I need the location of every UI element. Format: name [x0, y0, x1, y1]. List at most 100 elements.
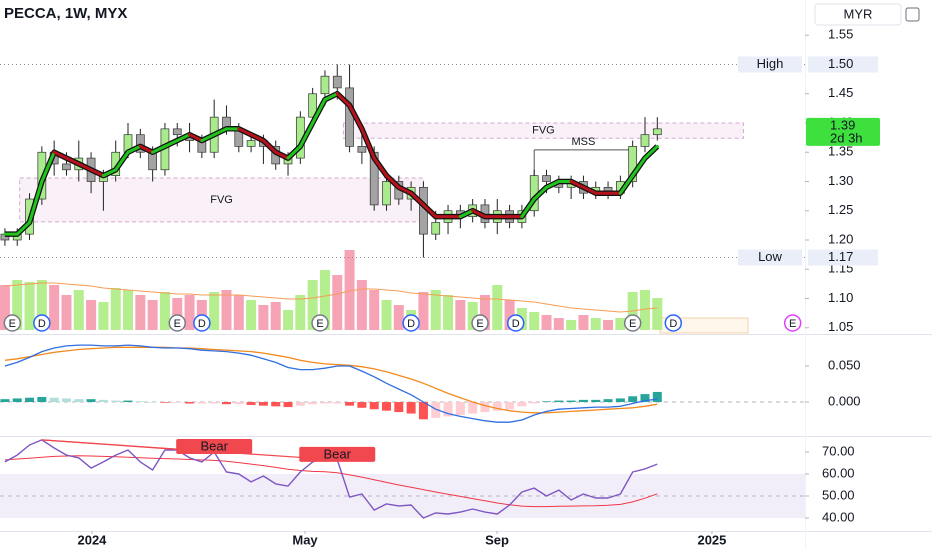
ma-segment: [77, 162, 93, 172]
histogram-bar: [332, 402, 342, 404]
divergence-tag: [299, 446, 376, 462]
volume-bar: [504, 300, 515, 330]
ma-segment: [569, 179, 585, 189]
y-tick-label: 50.00: [822, 487, 855, 502]
volume-bar: [135, 295, 146, 330]
volume-bar: [418, 292, 429, 330]
histogram-bar: [221, 402, 231, 405]
volume-bar: [221, 290, 232, 330]
histogram-bar: [246, 402, 256, 405]
volume-bar: [307, 280, 318, 330]
event-marker: [33, 314, 51, 332]
histogram-bar: [283, 402, 293, 408]
level-price-tag: [808, 249, 878, 266]
y-tick-label: 1.30: [828, 173, 853, 188]
histogram-bar: [369, 402, 379, 410]
volume-bar: [209, 292, 220, 330]
event-label: E: [476, 318, 483, 330]
ma-segment: [151, 144, 167, 154]
event-label: E: [316, 318, 323, 330]
histogram-bar: [295, 402, 305, 406]
histogram-bar: [0, 399, 10, 403]
y-tick-label: 60.00: [822, 465, 855, 480]
histogram-bar: [406, 402, 416, 414]
histogram-bar: [234, 402, 244, 405]
histogram-bar: [308, 402, 318, 405]
histogram-bar: [98, 399, 108, 403]
ma-segment: [237, 127, 253, 137]
event-label: E: [629, 318, 636, 330]
histogram-bar: [209, 402, 219, 404]
histogram-bar: [603, 399, 613, 403]
histogram-bar: [554, 400, 564, 403]
histogram-bar: [381, 402, 391, 411]
signal-line: [4, 346, 658, 414]
candle-body: [246, 140, 256, 147]
volume-bar: [590, 318, 601, 330]
ma-segment: [188, 133, 204, 143]
histogram-bar: [185, 402, 195, 404]
volume-bar: [0, 285, 10, 330]
divergence-label: Bear: [324, 446, 352, 461]
macd-line: [4, 344, 658, 423]
histogram-bar: [357, 402, 367, 408]
ma-segment: [631, 156, 647, 178]
volume-bar: [86, 300, 97, 330]
event-marker: [623, 314, 642, 332]
volume-bar: [652, 298, 663, 330]
ma-segment: [409, 191, 425, 207]
event-marker: [471, 314, 489, 332]
candle-body: [345, 87, 354, 147]
fvg-label: FVG: [210, 194, 233, 206]
volume-bar: [110, 288, 121, 330]
histogram-bar: [197, 402, 207, 404]
ma-segment: [249, 133, 265, 143]
currency-box[interactable]: [814, 3, 902, 26]
event-label: D: [407, 318, 415, 330]
event-marker: [783, 314, 802, 332]
event-label: E: [174, 318, 181, 330]
ma-segment: [274, 150, 290, 160]
event-label: E: [789, 318, 796, 330]
y-tick-label: 0.000: [828, 393, 861, 408]
y-tick-label: 1.25: [828, 202, 853, 217]
level-price: 1.17: [828, 249, 853, 264]
histogram-bar: [123, 400, 133, 403]
ma-segment: [545, 179, 561, 189]
volume-bar: [393, 305, 404, 330]
volume-bar: [98, 302, 109, 330]
histogram-bar: [172, 402, 182, 403]
histogram-bar: [394, 402, 404, 413]
volume-bar: [578, 315, 589, 330]
ma-segment: [40, 150, 56, 183]
histogram-bar: [258, 402, 268, 406]
event-marker: [664, 314, 683, 332]
ma-segment: [163, 139, 179, 148]
x-tick-label: May: [292, 532, 318, 547]
event-label: D: [38, 318, 46, 330]
level-name: Low: [758, 249, 782, 264]
candle-body: [628, 146, 638, 182]
histogram-bar: [615, 398, 625, 403]
volume-bar: [529, 312, 540, 330]
histogram-bar: [628, 396, 638, 403]
event-marker: [3, 314, 22, 332]
volume-bar: [246, 300, 257, 330]
volume-bar: [566, 320, 577, 330]
settings-icon[interactable]: [905, 7, 920, 22]
volume-bar: [369, 290, 380, 330]
ma-segment: [261, 139, 278, 154]
volume-bar: [73, 290, 84, 330]
volume-bar: [172, 298, 183, 330]
last-price-tag: [806, 117, 880, 146]
volume-bar: [344, 250, 355, 330]
volume-bar: [24, 282, 35, 330]
ma-segment: [397, 185, 413, 195]
y-tick-label: 1.10: [828, 290, 853, 305]
volume-ma: [4, 282, 658, 313]
volume-bar: [467, 302, 478, 330]
volume-bar: [603, 320, 614, 330]
ma-segment: [471, 209, 487, 219]
